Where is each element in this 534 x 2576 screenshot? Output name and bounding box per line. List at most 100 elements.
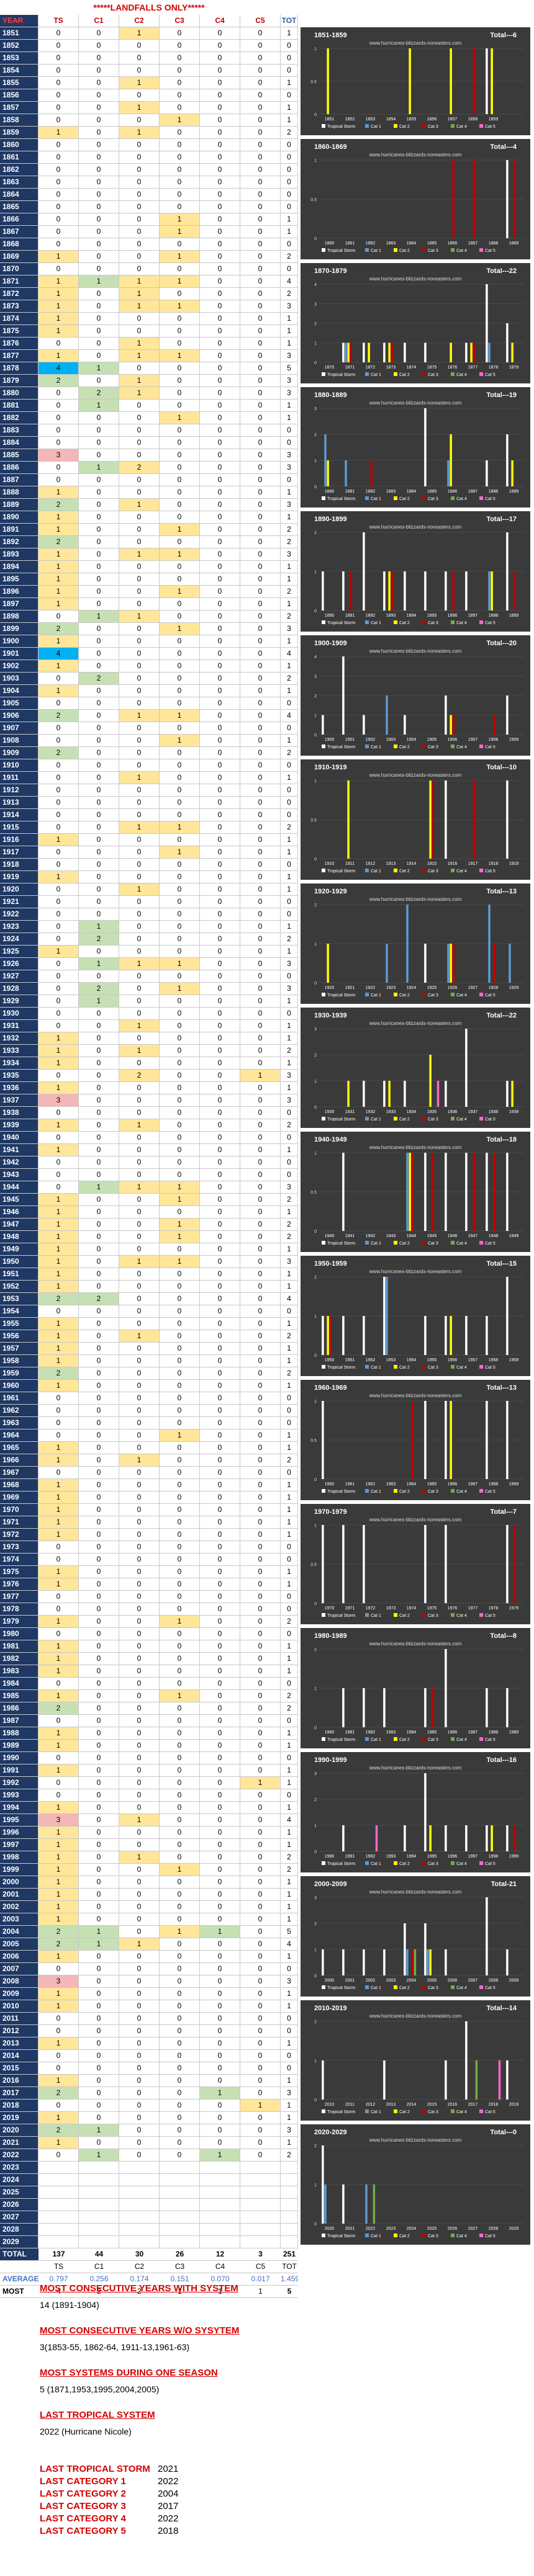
cell-c4[interactable]: 0 bbox=[200, 1516, 240, 1528]
cell-c3[interactable]: 0 bbox=[160, 1764, 200, 1776]
cell-year[interactable]: 1969 bbox=[0, 1491, 38, 1503]
cell-tot[interactable]: 1 bbox=[281, 1578, 298, 1590]
cell-c4[interactable]: 0 bbox=[200, 1045, 240, 1057]
cell-c3[interactable]: 0 bbox=[160, 176, 200, 188]
cell-c4[interactable]: 0 bbox=[200, 970, 240, 982]
cell-tot[interactable]: 0 bbox=[281, 151, 298, 163]
cell-c2[interactable]: 1 bbox=[119, 610, 160, 622]
cell-c3[interactable]: 0 bbox=[160, 1293, 200, 1305]
cell-year[interactable]: 1946 bbox=[0, 1206, 38, 1218]
cell-c5[interactable]: 0 bbox=[240, 1603, 281, 1615]
cell-ts[interactable]: 0 bbox=[38, 1132, 79, 1143]
cell-ts[interactable]: 1 bbox=[38, 511, 79, 523]
cell-c5[interactable]: 0 bbox=[240, 412, 281, 424]
cell-c2[interactable]: 0 bbox=[119, 1591, 160, 1603]
cell-ts[interactable]: 0 bbox=[38, 1715, 79, 1727]
cell-c2[interactable]: 1 bbox=[119, 1454, 160, 1466]
cell-c3[interactable]: 0 bbox=[160, 400, 200, 411]
cell-tot[interactable]: 1 bbox=[281, 2100, 298, 2111]
cell-c5[interactable]: 0 bbox=[240, 1802, 281, 1813]
cell-tot[interactable]: 0 bbox=[281, 1752, 298, 1764]
cell-c5[interactable]: 0 bbox=[240, 474, 281, 486]
cell-c5[interactable]: 0 bbox=[240, 797, 281, 808]
cell-tot[interactable]: 4 bbox=[281, 275, 298, 287]
cell-c4[interactable]: 0 bbox=[200, 859, 240, 870]
cell-c4[interactable]: 1 bbox=[200, 2087, 240, 2099]
cell-tot[interactable]: 1 bbox=[281, 1529, 298, 1541]
cell-c5[interactable]: 0 bbox=[240, 201, 281, 213]
cell-c3[interactable]: 0 bbox=[160, 1591, 200, 1603]
cell-year[interactable]: 1973 bbox=[0, 1541, 38, 1553]
cell-c2[interactable]: 0 bbox=[119, 1082, 160, 1094]
cell-ts[interactable]: 0 bbox=[38, 102, 79, 114]
cell-c1[interactable]: 0 bbox=[79, 1802, 119, 1813]
cell-c3[interactable]: 0 bbox=[160, 151, 200, 163]
cell-tot[interactable]: 3 bbox=[281, 1181, 298, 1193]
cell-c2[interactable]: 0 bbox=[119, 89, 160, 101]
cell-c4[interactable]: 0 bbox=[200, 511, 240, 523]
cell-ts[interactable]: 0 bbox=[38, 995, 79, 1007]
cell-c1[interactable]: 0 bbox=[79, 660, 119, 672]
cell-ts[interactable]: 1 bbox=[38, 1566, 79, 1578]
cell-tot[interactable]: 3 bbox=[281, 623, 298, 635]
cell-c3[interactable]: 0 bbox=[160, 2112, 200, 2124]
cell-ts[interactable]: 1 bbox=[38, 288, 79, 300]
cell-ts[interactable]: 0 bbox=[38, 1678, 79, 1689]
cell-c5[interactable]: 0 bbox=[240, 1578, 281, 1590]
cell-c2[interactable]: 0 bbox=[119, 1529, 160, 1541]
cell-tot[interactable]: 0 bbox=[281, 896, 298, 908]
cell-ts[interactable]: 1 bbox=[38, 1578, 79, 1590]
cell-c3[interactable]: 0 bbox=[160, 1243, 200, 1255]
cell-c1[interactable]: 0 bbox=[79, 1070, 119, 1081]
cell-c3[interactable]: 0 bbox=[160, 536, 200, 548]
cell-c4[interactable]: 0 bbox=[200, 387, 240, 399]
cell-c3[interactable]: 0 bbox=[160, 673, 200, 684]
cell-tot[interactable]: 1 bbox=[281, 1889, 298, 1900]
cell-c1[interactable] bbox=[79, 2224, 119, 2235]
cell-ts[interactable]: 0 bbox=[38, 772, 79, 784]
cell-year[interactable]: 1880 bbox=[0, 387, 38, 399]
cell-ts[interactable]: 0 bbox=[38, 610, 79, 622]
cell-c4[interactable]: 0 bbox=[200, 288, 240, 300]
cell-c3[interactable]: 0 bbox=[160, 1082, 200, 1094]
cell-ts[interactable] bbox=[38, 2199, 79, 2211]
cell-c5[interactable]: 0 bbox=[240, 1243, 281, 1255]
cell-c5[interactable]: 0 bbox=[240, 1889, 281, 1900]
cell-c3[interactable]: 1 bbox=[160, 275, 200, 287]
cell-c2[interactable]: 0 bbox=[119, 871, 160, 883]
cell-c3[interactable]: 0 bbox=[160, 1491, 200, 1503]
cell-c1[interactable]: 2 bbox=[79, 983, 119, 995]
cell-c4[interactable]: 0 bbox=[200, 1665, 240, 1677]
cell-c3[interactable]: 1 bbox=[160, 1864, 200, 1876]
cell-c5[interactable]: 0 bbox=[240, 1032, 281, 1044]
cell-tot[interactable]: 1 bbox=[281, 1913, 298, 1925]
cell-c2[interactable]: 0 bbox=[119, 784, 160, 796]
cell-ts[interactable]: 0 bbox=[38, 424, 79, 436]
col-header-year[interactable]: YEAR bbox=[0, 15, 38, 27]
cell-c2[interactable]: 0 bbox=[119, 859, 160, 870]
cell-c4[interactable]: 0 bbox=[200, 1938, 240, 1950]
cell-c3[interactable]: 0 bbox=[160, 1020, 200, 1032]
cell-c3[interactable]: 0 bbox=[160, 1343, 200, 1354]
cell-ts[interactable]: 1 bbox=[38, 1802, 79, 1813]
cell-year[interactable]: 1906 bbox=[0, 710, 38, 722]
cell-c4[interactable]: 0 bbox=[200, 1963, 240, 1975]
cell-tot[interactable]: 1 bbox=[281, 1988, 298, 2000]
cell-tot[interactable]: 1 bbox=[281, 338, 298, 349]
cell-c4[interactable]: 0 bbox=[200, 449, 240, 461]
cell-tot[interactable]: 1 bbox=[281, 2137, 298, 2149]
cell-c1[interactable]: 1 bbox=[79, 921, 119, 932]
cell-c2[interactable]: 0 bbox=[119, 2137, 160, 2149]
cell-year[interactable]: 1889 bbox=[0, 499, 38, 511]
cell-c3[interactable]: 0 bbox=[160, 27, 200, 39]
cell-tot[interactable]: 0 bbox=[281, 809, 298, 821]
cell-c4[interactable]: 0 bbox=[200, 883, 240, 895]
cell-ts[interactable]: 0 bbox=[38, 1008, 79, 1019]
cell-year[interactable]: 1892 bbox=[0, 536, 38, 548]
cell-c3[interactable]: 0 bbox=[160, 2075, 200, 2086]
cell-c3[interactable] bbox=[160, 2199, 200, 2211]
cell-year[interactable]: 1991 bbox=[0, 1764, 38, 1776]
cell-c3[interactable]: 0 bbox=[160, 2137, 200, 2149]
col-header-ts[interactable]: TS bbox=[38, 15, 79, 27]
cell-c2[interactable]: 0 bbox=[119, 151, 160, 163]
